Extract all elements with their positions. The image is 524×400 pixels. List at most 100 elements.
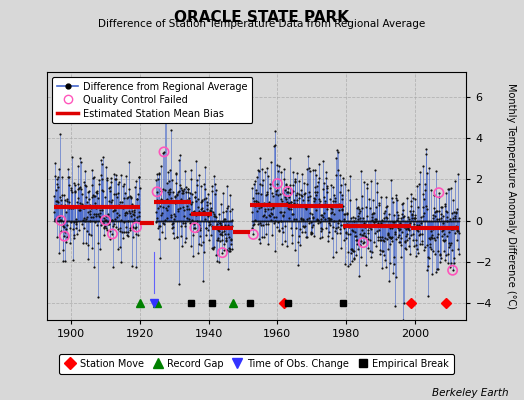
Point: [55, 218, 63, 224]
Point: [259, 218, 268, 224]
Point: [290, 218, 299, 224]
Point: [374, 218, 383, 224]
Point: [259, 218, 267, 224]
Point: [121, 212, 129, 218]
Point: [295, 218, 303, 224]
Point: [418, 218, 427, 224]
Point: [420, 210, 428, 216]
Point: [75, 218, 84, 224]
Point: [407, 232, 416, 238]
Point: [257, 204, 266, 210]
Point: [155, 236, 163, 242]
Point: [81, 182, 89, 188]
Point: [126, 226, 134, 233]
Point: [347, 246, 356, 252]
Point: [424, 218, 433, 224]
Point: [436, 258, 444, 265]
Point: [420, 187, 429, 193]
Point: [451, 218, 460, 224]
Point: [413, 221, 422, 228]
Point: [390, 303, 399, 310]
Point: [219, 218, 227, 224]
Point: [341, 218, 349, 224]
Point: [409, 218, 417, 224]
Point: [122, 218, 130, 224]
Point: [319, 218, 328, 224]
Point: [211, 218, 220, 224]
Point: [392, 218, 401, 224]
Point: [334, 218, 343, 224]
Point: [303, 218, 312, 224]
Point: [285, 214, 293, 221]
Point: [427, 234, 435, 240]
Point: [454, 218, 463, 224]
Point: [224, 218, 233, 224]
Point: [250, 177, 259, 184]
Point: [447, 218, 456, 224]
Point: [353, 237, 362, 243]
Point: [443, 214, 452, 220]
Point: [226, 236, 235, 242]
Point: [410, 215, 419, 221]
Point: [269, 193, 277, 199]
Point: [206, 200, 214, 207]
Point: [432, 167, 440, 174]
Point: [272, 218, 280, 224]
Point: [286, 218, 294, 224]
Point: [310, 194, 319, 201]
Point: [391, 229, 399, 236]
Text: ORACLE STATE PARK: ORACLE STATE PARK: [174, 10, 350, 25]
Point: [113, 218, 121, 224]
Point: [197, 242, 205, 248]
Point: [178, 218, 187, 224]
Point: [413, 203, 422, 210]
Point: [123, 218, 132, 224]
Point: [80, 218, 89, 224]
Point: [114, 181, 123, 187]
Point: [62, 218, 71, 224]
Point: [390, 218, 399, 224]
Point: [391, 218, 399, 224]
Point: [356, 230, 365, 237]
Point: [82, 240, 91, 246]
Point: [199, 278, 208, 284]
Point: [96, 218, 105, 224]
Point: [195, 172, 204, 178]
Point: [387, 238, 396, 244]
Point: [218, 250, 226, 256]
Point: [253, 208, 261, 214]
Point: [271, 188, 280, 194]
Point: [170, 216, 178, 222]
Point: [335, 218, 344, 224]
Point: [159, 218, 167, 224]
Point: [78, 202, 86, 208]
Point: [102, 218, 111, 224]
Point: [341, 211, 349, 217]
Point: [160, 106, 169, 112]
Point: [222, 218, 230, 224]
Point: [352, 237, 361, 243]
Point: [51, 172, 60, 179]
Point: [262, 218, 270, 224]
Point: [93, 218, 102, 224]
Point: [53, 218, 62, 224]
Point: [196, 227, 204, 233]
Point: [350, 218, 358, 224]
Point: [412, 218, 421, 224]
Point: [435, 190, 443, 196]
Point: [209, 172, 217, 179]
Point: [342, 223, 350, 230]
Point: [385, 234, 394, 241]
Point: [94, 218, 102, 224]
Point: [124, 218, 133, 224]
Point: [202, 218, 211, 224]
Point: [192, 218, 200, 224]
Point: [113, 226, 122, 232]
Point: [279, 218, 288, 224]
Point: [85, 210, 94, 217]
Point: [255, 218, 264, 224]
Point: [289, 188, 297, 195]
Point: [296, 218, 304, 224]
Point: [176, 218, 184, 224]
Point: [331, 218, 340, 224]
